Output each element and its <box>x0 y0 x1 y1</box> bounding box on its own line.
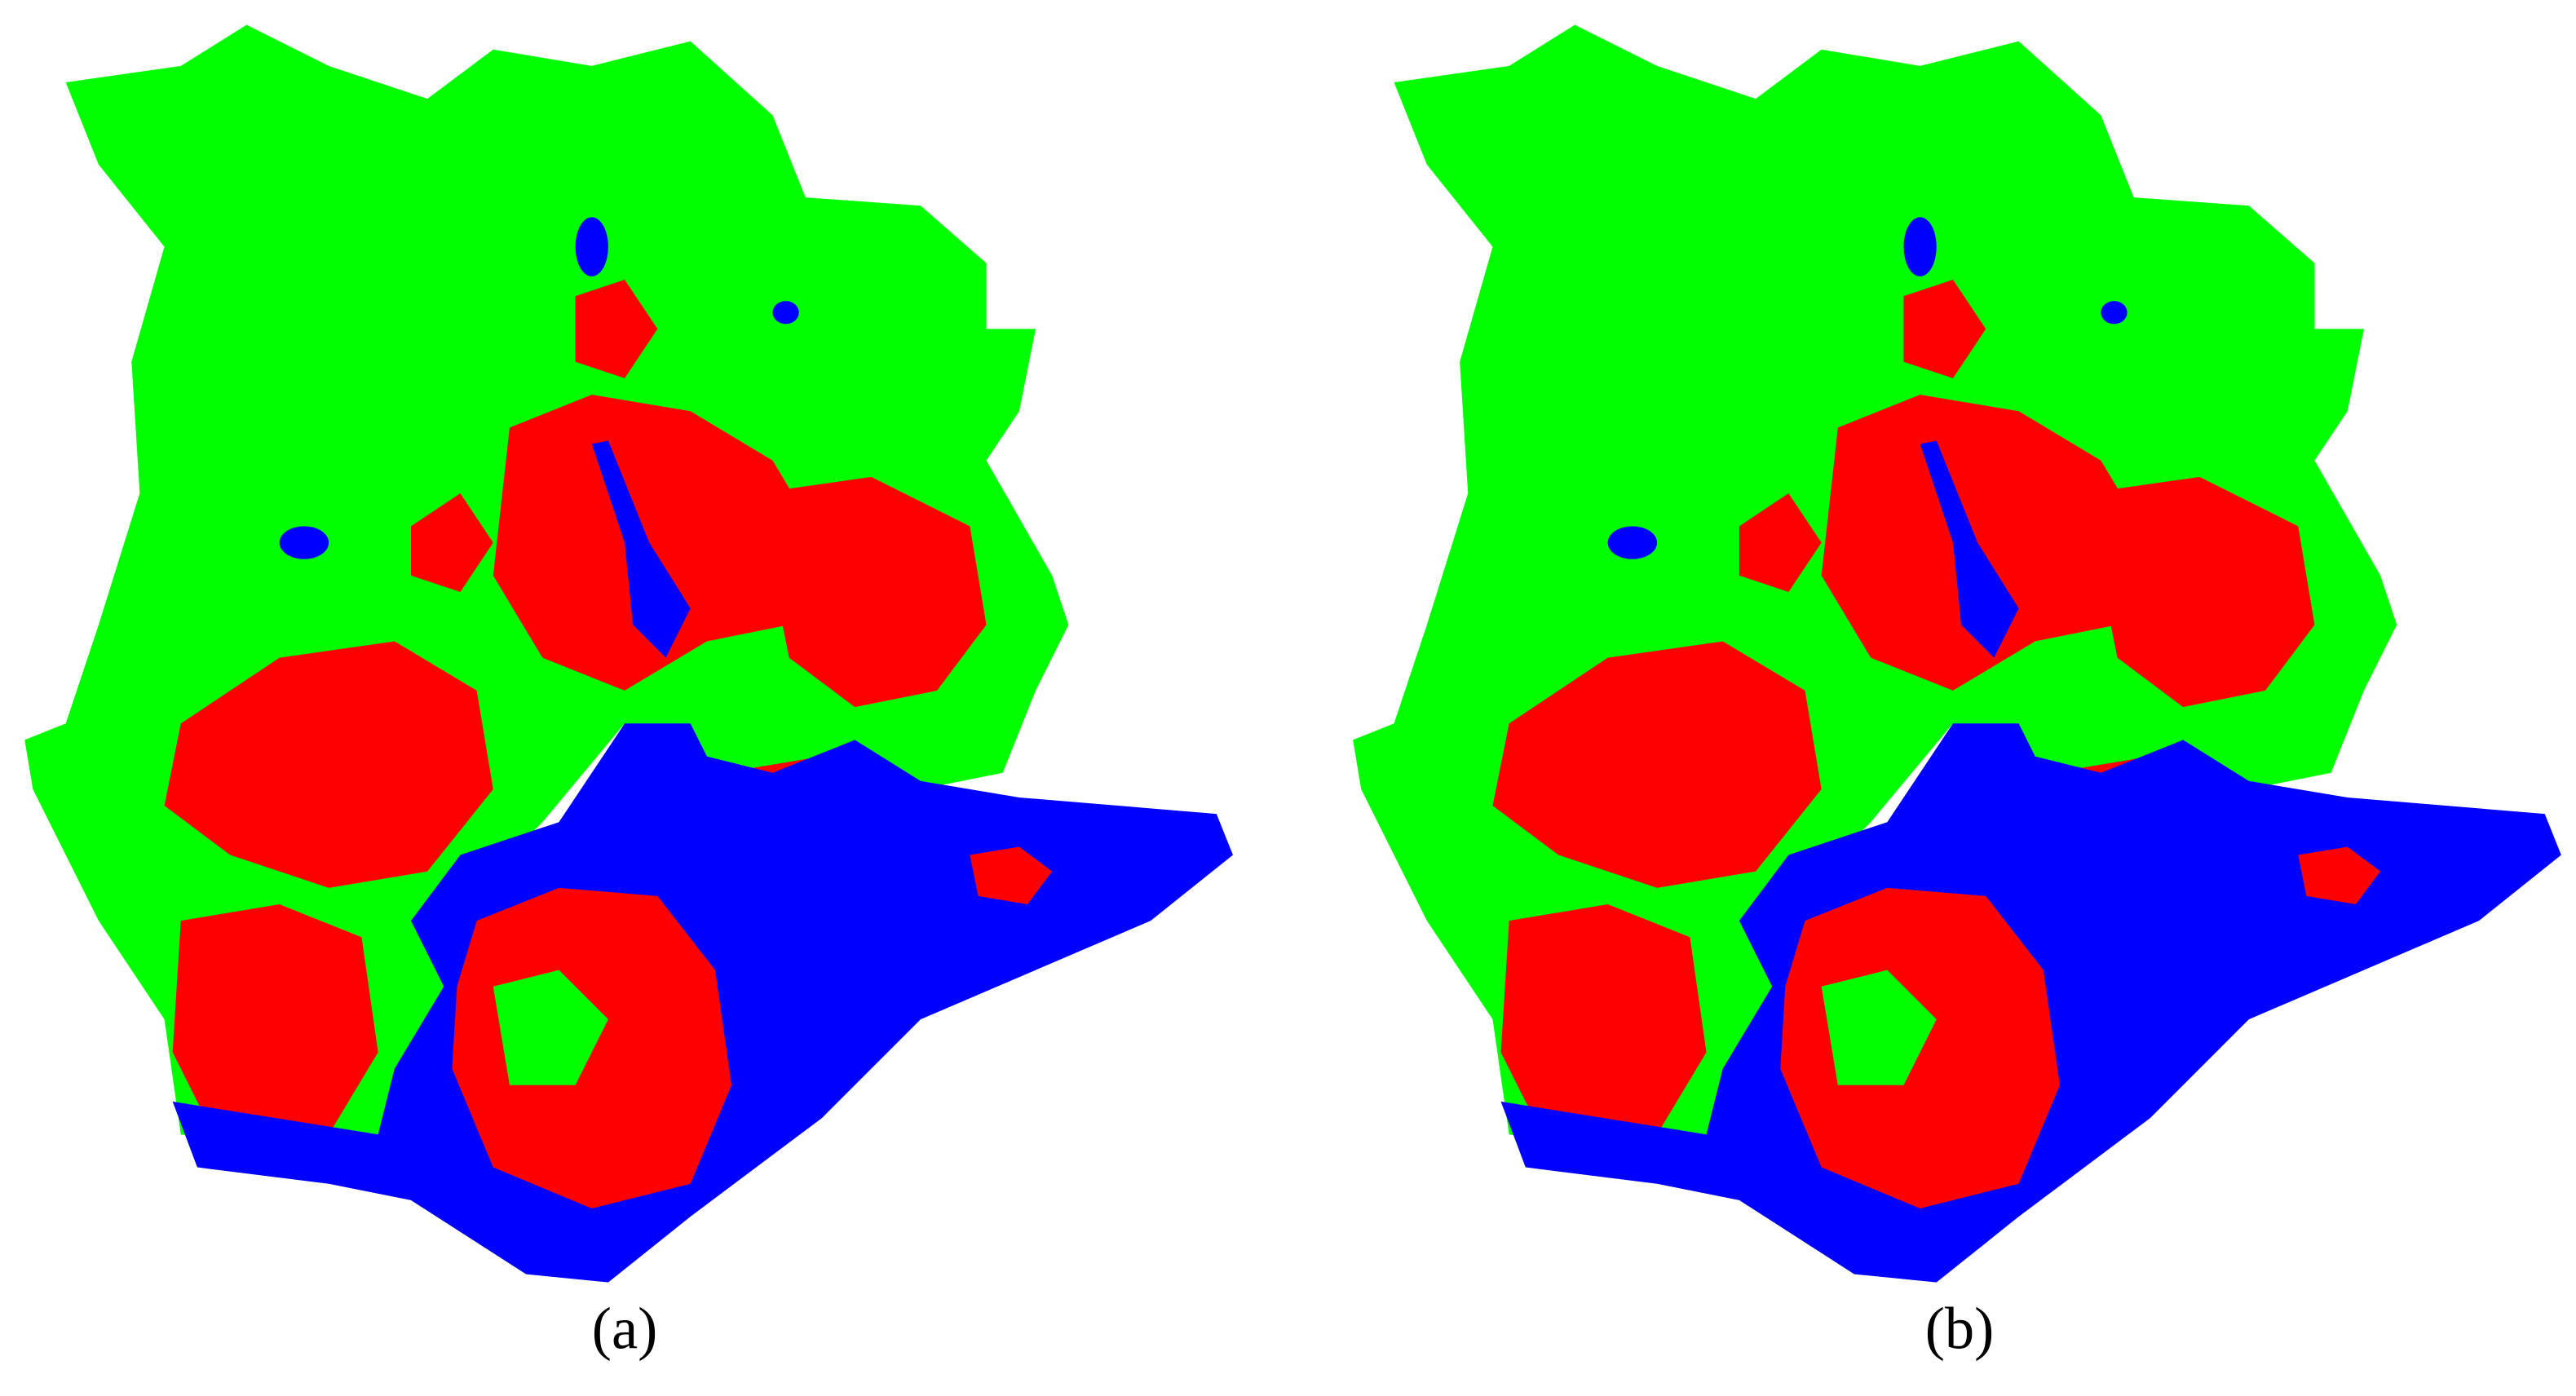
panel-label: (b) <box>1925 1295 1995 1361</box>
map-a <box>24 24 1233 1283</box>
panel-label: (a) <box>592 1295 658 1361</box>
map-b <box>1353 24 2561 1283</box>
